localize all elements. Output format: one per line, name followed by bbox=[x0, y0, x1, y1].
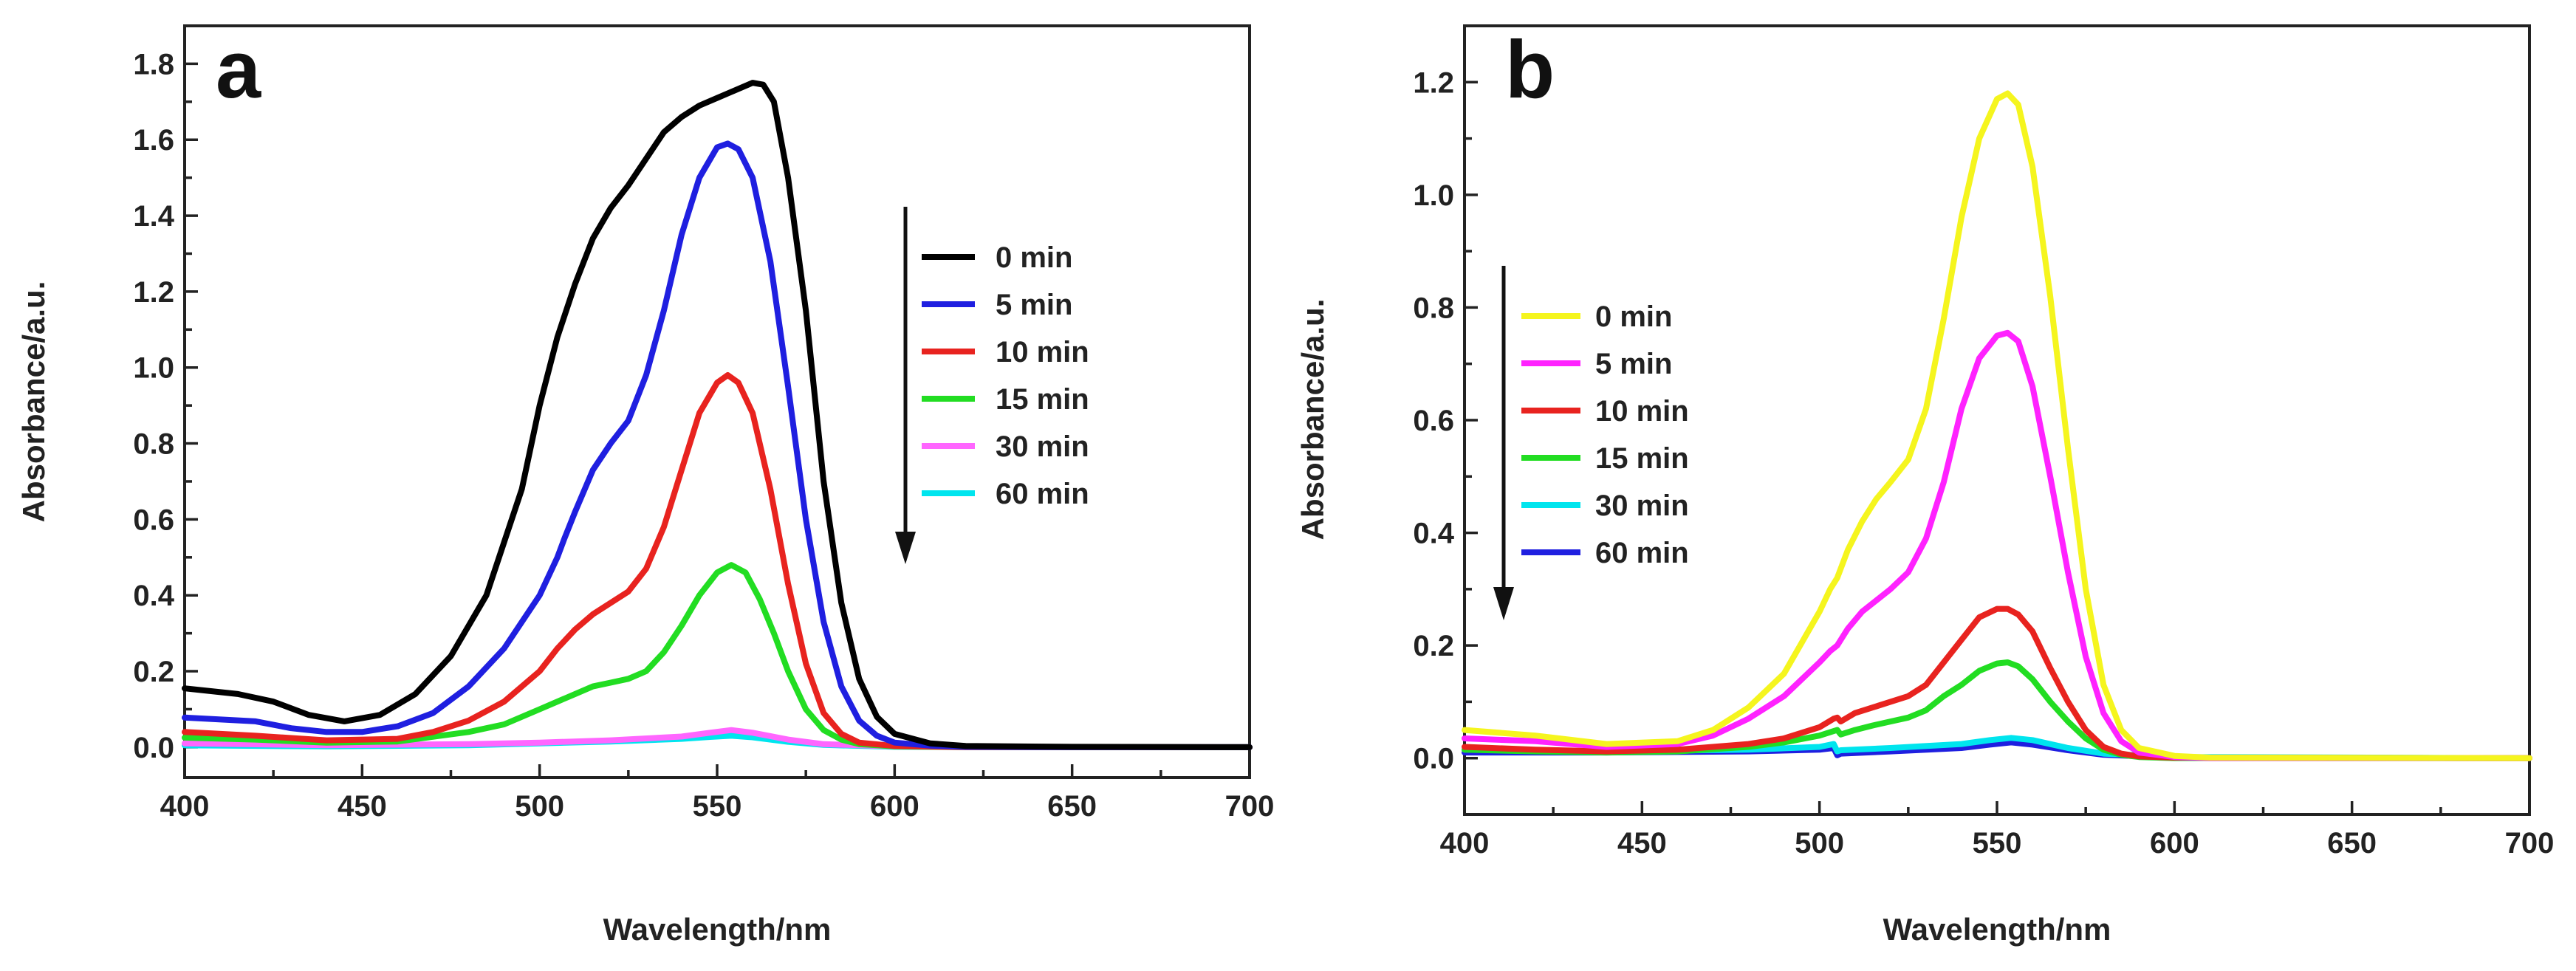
panel-b-x-tick-label: 550 bbox=[1973, 827, 2022, 860]
panel-a-y-tick-label: 1.4 bbox=[133, 200, 174, 233]
panel-b-x-tick-label: 500 bbox=[1795, 827, 1844, 860]
panel-a-chart: a Wavelength/nm Absorbance/a.u. 400 450 50… bbox=[16, 24, 1274, 947]
panel-a-y-tick-label: 0.0 bbox=[133, 732, 174, 764]
panel-b-legend-label: 0 min bbox=[1595, 301, 1672, 333]
panel-a-x-tick-label: 550 bbox=[693, 790, 742, 823]
panel-b-curves bbox=[1462, 90, 2532, 761]
panel-b-y-tick-label: 0.8 bbox=[1413, 292, 1454, 324]
panel-a-curves bbox=[182, 80, 1253, 750]
panel-b-x-tick-label: 400 bbox=[1440, 827, 1490, 860]
panel-b-letter: b bbox=[1505, 24, 1555, 115]
panel-b-y-tick-label: 0.2 bbox=[1413, 630, 1454, 662]
panel-a-arrow bbox=[895, 207, 916, 564]
panel-b-series-line bbox=[1462, 90, 2532, 761]
panel-a-x-axis-title: Wavelength/nm bbox=[603, 912, 832, 947]
panel-a-legend-label: 30 min bbox=[996, 430, 1089, 463]
panel-b-y-tick-label: 1.0 bbox=[1413, 179, 1454, 212]
panel-a-legend-label: 10 min bbox=[996, 336, 1089, 368]
panel-a-series-line bbox=[182, 80, 1253, 750]
panel-a-x-tick-label: 400 bbox=[160, 790, 210, 823]
panel-a-series-line bbox=[182, 372, 1253, 750]
panel-a-x-ticks: 400 450 500 550 600 650 700 bbox=[160, 764, 1275, 823]
panel-a-y-tick-label: 0.6 bbox=[133, 504, 174, 536]
panel-a-x-tick-label: 500 bbox=[515, 790, 564, 823]
panel-b-legend: 0 min 5 min 10 min 15 min 30 min 60 min bbox=[1521, 301, 1689, 569]
panel-b-arrow-head bbox=[1493, 587, 1514, 620]
panel-a-letter: a bbox=[216, 24, 261, 115]
panel-b-legend-label: 5 min bbox=[1595, 348, 1672, 380]
panel-b-series-line bbox=[1462, 735, 2532, 761]
panel-a-x-tick-label: 450 bbox=[338, 790, 387, 823]
panel-a-x-tick-label: 600 bbox=[870, 790, 919, 823]
panel-b-x-axis-title: Wavelength/nm bbox=[1883, 912, 2111, 947]
panel-b-x-ticks: 400 450 500 550 600 650 700 bbox=[1440, 801, 2555, 860]
panel-a-legend-label: 5 min bbox=[996, 289, 1072, 321]
panel-a-y-ticks: 0.0 0.2 0.4 0.6 0.8 1.0 1.2 1.4 1.6 1.8 bbox=[133, 48, 198, 764]
panel-a-series-line bbox=[182, 140, 1253, 750]
panel-b-legend-label: 10 min bbox=[1595, 395, 1689, 428]
panel-a-x-tick-label: 700 bbox=[1225, 790, 1275, 823]
panel-a-y-tick-label: 1.0 bbox=[133, 352, 174, 385]
panel-b-y-ticks: 0.0 0.2 0.4 0.6 0.8 1.0 1.2 bbox=[1413, 66, 1478, 775]
panel-a-y-tick-label: 0.2 bbox=[133, 656, 174, 688]
panel-b-y-axis-title: Absorbance/a.u. bbox=[1295, 299, 1330, 541]
panel-b-y-tick-label: 0.6 bbox=[1413, 405, 1454, 437]
panel-a-y-axis-title: Absorbance/a.u. bbox=[16, 281, 51, 523]
panel-b-y-tick-label: 0.4 bbox=[1413, 518, 1454, 550]
panel-b-series-line bbox=[1462, 329, 2532, 761]
panel-b-x-tick-label: 600 bbox=[2150, 827, 2199, 860]
panel-b-chart: b Wavelength/nm Absorbance/a.u. 400 450 50… bbox=[1295, 24, 2554, 947]
panel-a-legend-label: 15 min bbox=[996, 383, 1089, 416]
panel-a-arrow-head bbox=[895, 532, 916, 564]
panel-a-y-tick-label: 1.2 bbox=[133, 276, 174, 309]
panel-a-legend-label: 0 min bbox=[996, 241, 1072, 274]
panel-a-series-line bbox=[182, 562, 1253, 750]
panel-b-y-tick-label: 1.2 bbox=[1413, 66, 1454, 99]
panel-b-legend-label: 60 min bbox=[1595, 537, 1689, 569]
panel-b-series-line bbox=[1462, 605, 2532, 761]
panel-a-y-tick-label: 0.4 bbox=[133, 580, 174, 612]
panel-a-y-tick-label: 1.8 bbox=[133, 48, 174, 80]
panel-b-x-tick-label: 650 bbox=[2327, 827, 2377, 860]
panel-b-arrow bbox=[1493, 266, 1514, 620]
panel-a-x-tick-label: 650 bbox=[1047, 790, 1097, 823]
panel-a-y-tick-label: 0.8 bbox=[133, 428, 174, 461]
panel-a-legend-label: 60 min bbox=[996, 478, 1089, 510]
panel-a-plot-frame bbox=[183, 24, 1251, 779]
panel-b-legend-label: 30 min bbox=[1595, 490, 1689, 522]
panel-b-x-tick-label: 450 bbox=[1617, 827, 1667, 860]
panel-b-x-tick-label: 700 bbox=[2505, 827, 2555, 860]
panel-b-legend-label: 15 min bbox=[1595, 442, 1689, 475]
panel-a-legend: 0 min 5 min 10 min 15 min 30 min 60 min bbox=[922, 241, 1089, 510]
panel-a-y-tick-label: 1.6 bbox=[133, 124, 174, 157]
panel-b-y-tick-label: 0.0 bbox=[1413, 743, 1454, 775]
panel-b-series-line bbox=[1462, 659, 2532, 761]
